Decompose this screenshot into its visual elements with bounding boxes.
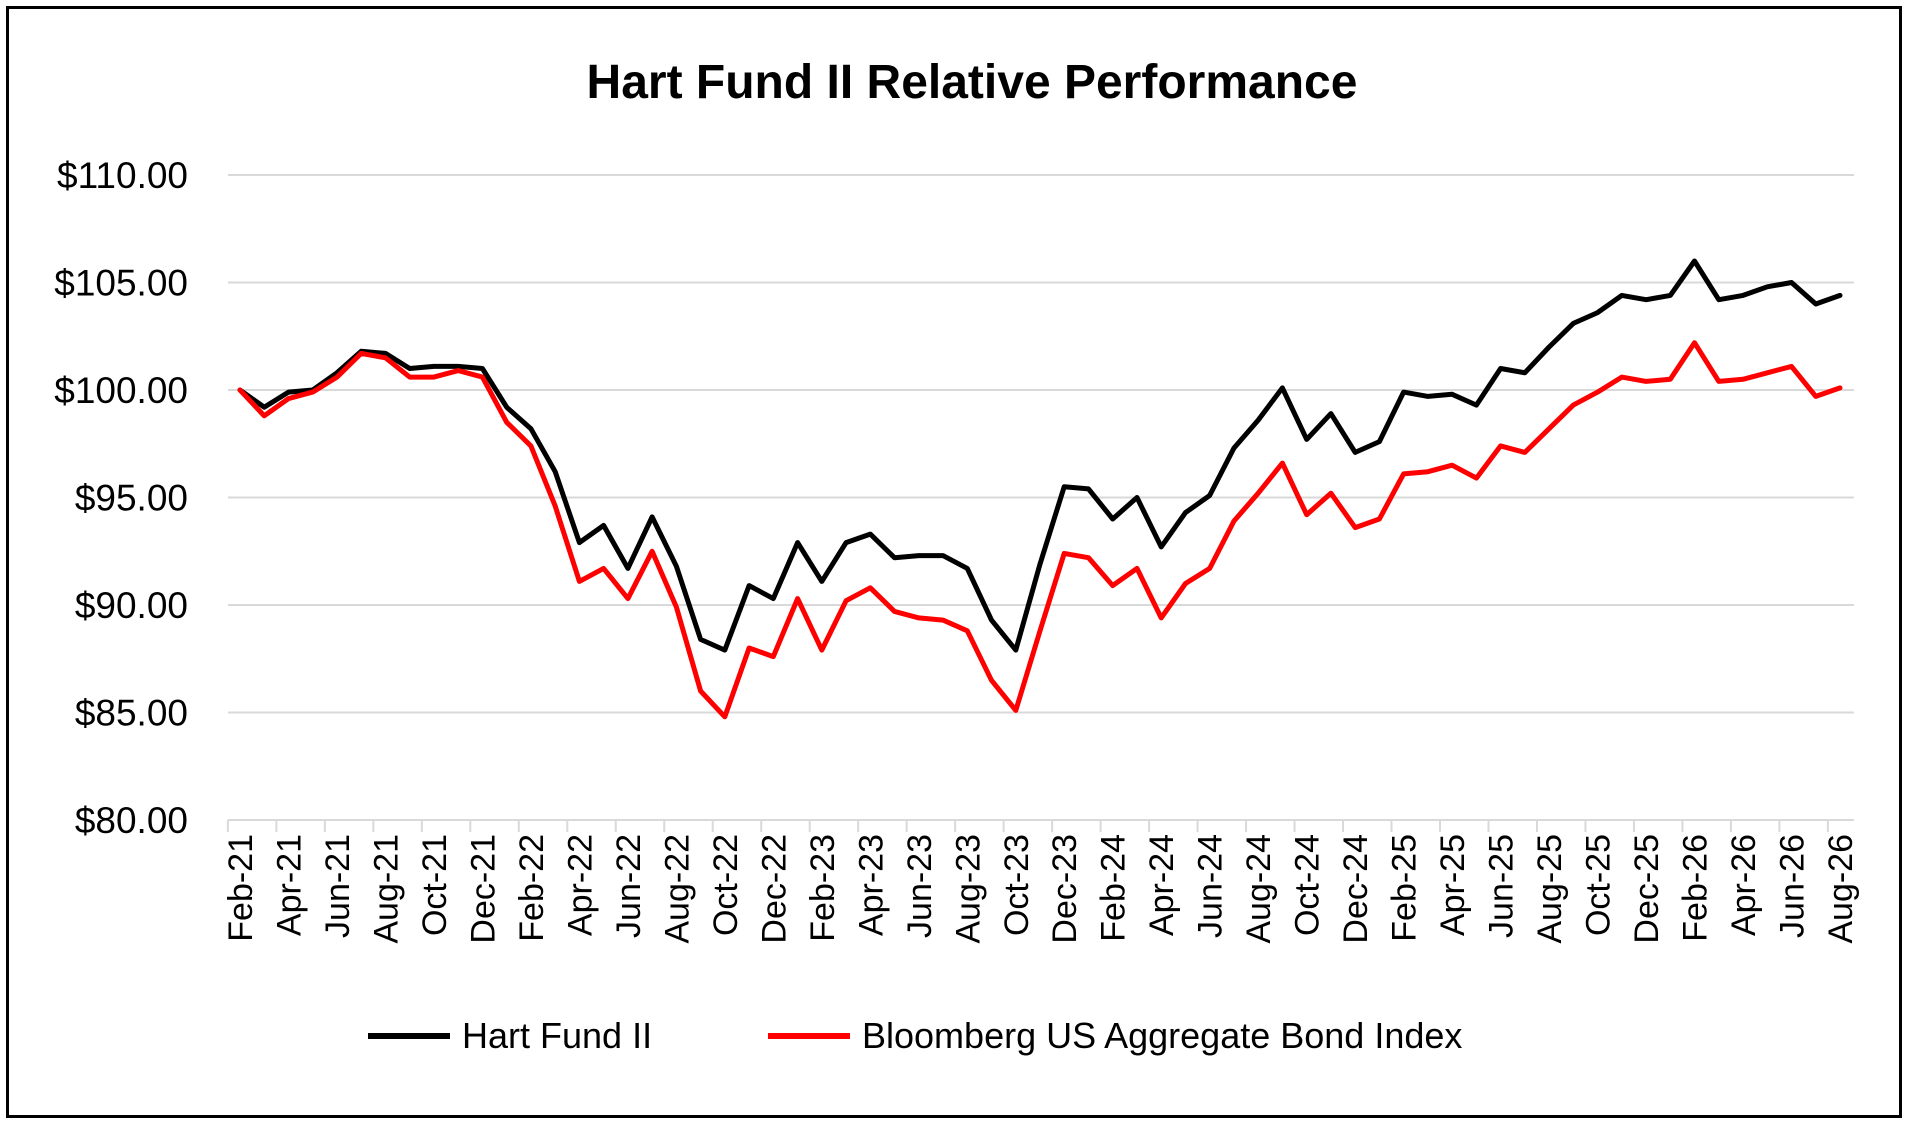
x-tick-label: Jun-22 bbox=[610, 834, 648, 938]
x-tick-label: Feb-23 bbox=[804, 834, 842, 942]
y-tick-label: $100.00 bbox=[54, 370, 188, 411]
legend: Hart Fund II Bloomberg US Aggregate Bond … bbox=[368, 1015, 1462, 1056]
series-line-hart-fund-ii bbox=[237, 258, 1843, 653]
x-tick-label: Oct-23 bbox=[998, 834, 1036, 936]
x-tick-label: Apr-23 bbox=[852, 834, 890, 936]
y-tick-label: $105.00 bbox=[54, 263, 188, 304]
x-tick-label: Dec-23 bbox=[1046, 834, 1084, 944]
x-tick-label: Feb-21 bbox=[222, 834, 260, 942]
legend-label: Bloomberg US Aggregate Bond Index bbox=[862, 1015, 1462, 1056]
series-lines bbox=[237, 258, 1843, 720]
y-axis: $80.00 $85.00 $90.00 $95.00 $100.00 $105.00 $1… bbox=[54, 155, 188, 841]
x-tick-label: Aug-22 bbox=[658, 834, 696, 944]
x-tick-label: Dec-25 bbox=[1628, 834, 1666, 944]
legend-label: Hart Fund II bbox=[462, 1015, 652, 1056]
y-tick-label: $85.00 bbox=[75, 693, 188, 734]
x-tick-label: Apr-24 bbox=[1143, 834, 1181, 936]
x-tick-label: Jun-23 bbox=[901, 834, 939, 938]
gridlines bbox=[228, 174, 1854, 714]
x-tick-label: Oct-21 bbox=[416, 834, 454, 936]
series-line-bloomberg-us-aggregate-bond-index bbox=[237, 340, 1843, 720]
y-tick-label: $110.00 bbox=[57, 155, 188, 196]
x-tick-label: Oct-22 bbox=[707, 834, 745, 936]
x-tick-label: Feb-22 bbox=[513, 834, 551, 942]
y-tick-label: $90.00 bbox=[75, 585, 188, 626]
chart-title: Hart Fund II Relative Performance bbox=[587, 56, 1358, 109]
x-tick-label: Feb-25 bbox=[1386, 834, 1424, 942]
x-tick-label: Feb-24 bbox=[1095, 834, 1133, 942]
x-tick-label: Apr-25 bbox=[1434, 834, 1472, 936]
x-tick-label: Oct-24 bbox=[1289, 834, 1327, 936]
x-tick-label: Aug-26 bbox=[1822, 834, 1860, 944]
x-tick-label: Dec-21 bbox=[464, 834, 502, 944]
x-tick-label: Aug-25 bbox=[1531, 834, 1569, 944]
x-tick-label: Oct-25 bbox=[1580, 834, 1618, 936]
x-tick-label: Apr-21 bbox=[270, 834, 308, 936]
x-tick-label: Dec-22 bbox=[755, 834, 793, 944]
x-tick-label: Aug-21 bbox=[367, 834, 405, 944]
x-tick-label: Aug-23 bbox=[949, 834, 987, 944]
x-tick-label: Feb-26 bbox=[1677, 834, 1715, 942]
y-tick-label: $95.00 bbox=[75, 478, 188, 519]
x-tick-label: Aug-24 bbox=[1240, 834, 1278, 944]
x-axis: Feb-21 Apr-21 Jun-21 Aug-21 Oct-21 Dec-21 Feb-… bbox=[222, 819, 1860, 944]
x-tick-label: Jun-21 bbox=[319, 834, 357, 938]
x-tick-label: Dec-24 bbox=[1337, 834, 1375, 944]
x-tick-label: Jun-26 bbox=[1774, 834, 1812, 938]
x-tick-label: Apr-26 bbox=[1725, 834, 1763, 936]
x-tick-label: Apr-22 bbox=[561, 834, 599, 936]
x-tick-label: Jun-24 bbox=[1192, 834, 1230, 938]
x-tick-label: Jun-25 bbox=[1483, 834, 1521, 938]
y-tick-label: $80.00 bbox=[75, 800, 188, 841]
